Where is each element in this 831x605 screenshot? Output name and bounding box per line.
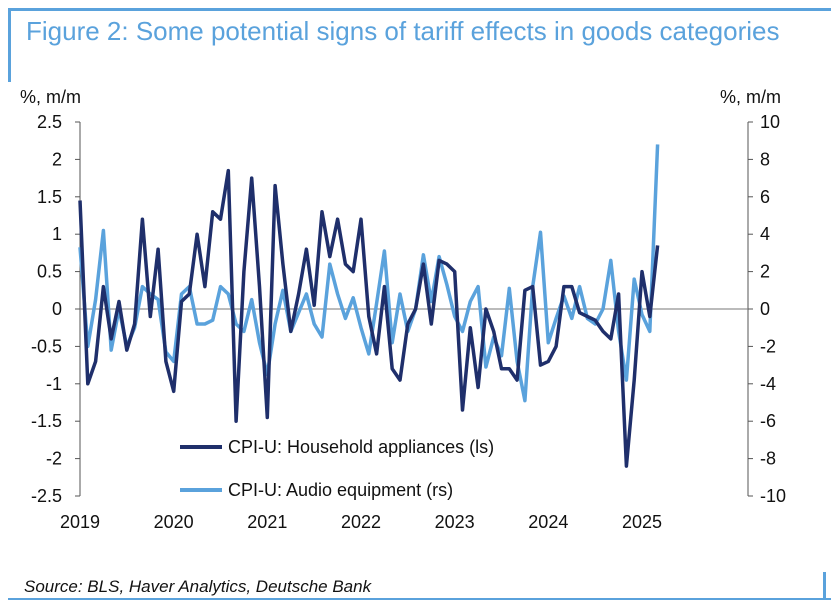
- x-tick-label: 2021: [247, 512, 287, 532]
- x-tick-label: 2024: [528, 512, 568, 532]
- left-tick-label: 1.5: [37, 187, 62, 207]
- left-tick-label: -1: [46, 374, 62, 394]
- x-tick-label: 2022: [341, 512, 381, 532]
- series-line-household-appliances: [78, 168, 660, 468]
- source-frame-right: [823, 572, 826, 600]
- left-tick-label: -2: [46, 449, 62, 469]
- chart-title: Figure 2: Some potential signs of tariff…: [26, 16, 780, 46]
- chart-svg: 2.5 2 1.5 1 0.5 0 -0.5 -1 -1.5 -2 -2.5 10 8 6 4 2 0 -2 -4 -…: [20, 87, 786, 532]
- x-tick-label: 2019: [60, 512, 100, 532]
- right-axis-unit: %, m/m: [720, 87, 781, 107]
- right-tick-label: 2: [760, 262, 770, 282]
- left-tick-label: 2.5: [37, 112, 62, 132]
- right-tick-label: 8: [760, 149, 770, 169]
- left-tick-label: 0.5: [37, 262, 62, 282]
- right-tick-label: 10: [760, 112, 780, 132]
- left-tick-label: -2.5: [31, 486, 62, 506]
- right-tick-label: -8: [760, 449, 776, 469]
- left-tick-label: 1: [52, 224, 62, 244]
- legend-label-household-appliances: CPI-U: Household appliances (ls): [228, 437, 494, 457]
- right-tick-label: -6: [760, 411, 776, 431]
- left-axis-unit: %, m/m: [20, 87, 81, 107]
- legend-background: [168, 433, 538, 459]
- x-tick-label: 2023: [435, 512, 475, 532]
- right-tick-label: -2: [760, 336, 776, 356]
- x-tick-label: 2025: [622, 512, 662, 532]
- left-tick-label: 0: [52, 299, 62, 319]
- chart: 2.5 2 1.5 1 0.5 0 -0.5 -1 -1.5 -2 -2.5 10 8 6 4 2 0 -2 -4 -…: [20, 87, 786, 532]
- title-frame-left: [8, 8, 11, 82]
- right-tick-label: 0: [760, 299, 770, 319]
- right-tick-label: -4: [760, 374, 776, 394]
- legend-background: [168, 476, 538, 502]
- source-note: Source: BLS, Haver Analytics, Deutsche B…: [24, 577, 372, 596]
- right-tick-label: 6: [760, 187, 770, 207]
- title-frame-top: [8, 8, 831, 11]
- left-tick-label: 2: [52, 149, 62, 169]
- right-tick-label: 4: [760, 224, 770, 244]
- source-frame-bottom: [8, 598, 831, 600]
- x-tick-label: 2020: [154, 512, 194, 532]
- left-tick-label: -0.5: [31, 336, 62, 356]
- right-tick-label: -10: [760, 486, 786, 506]
- legend-label-audio-equipment: CPI-U: Audio equipment (rs): [228, 480, 453, 500]
- left-tick-label: -1.5: [31, 411, 62, 431]
